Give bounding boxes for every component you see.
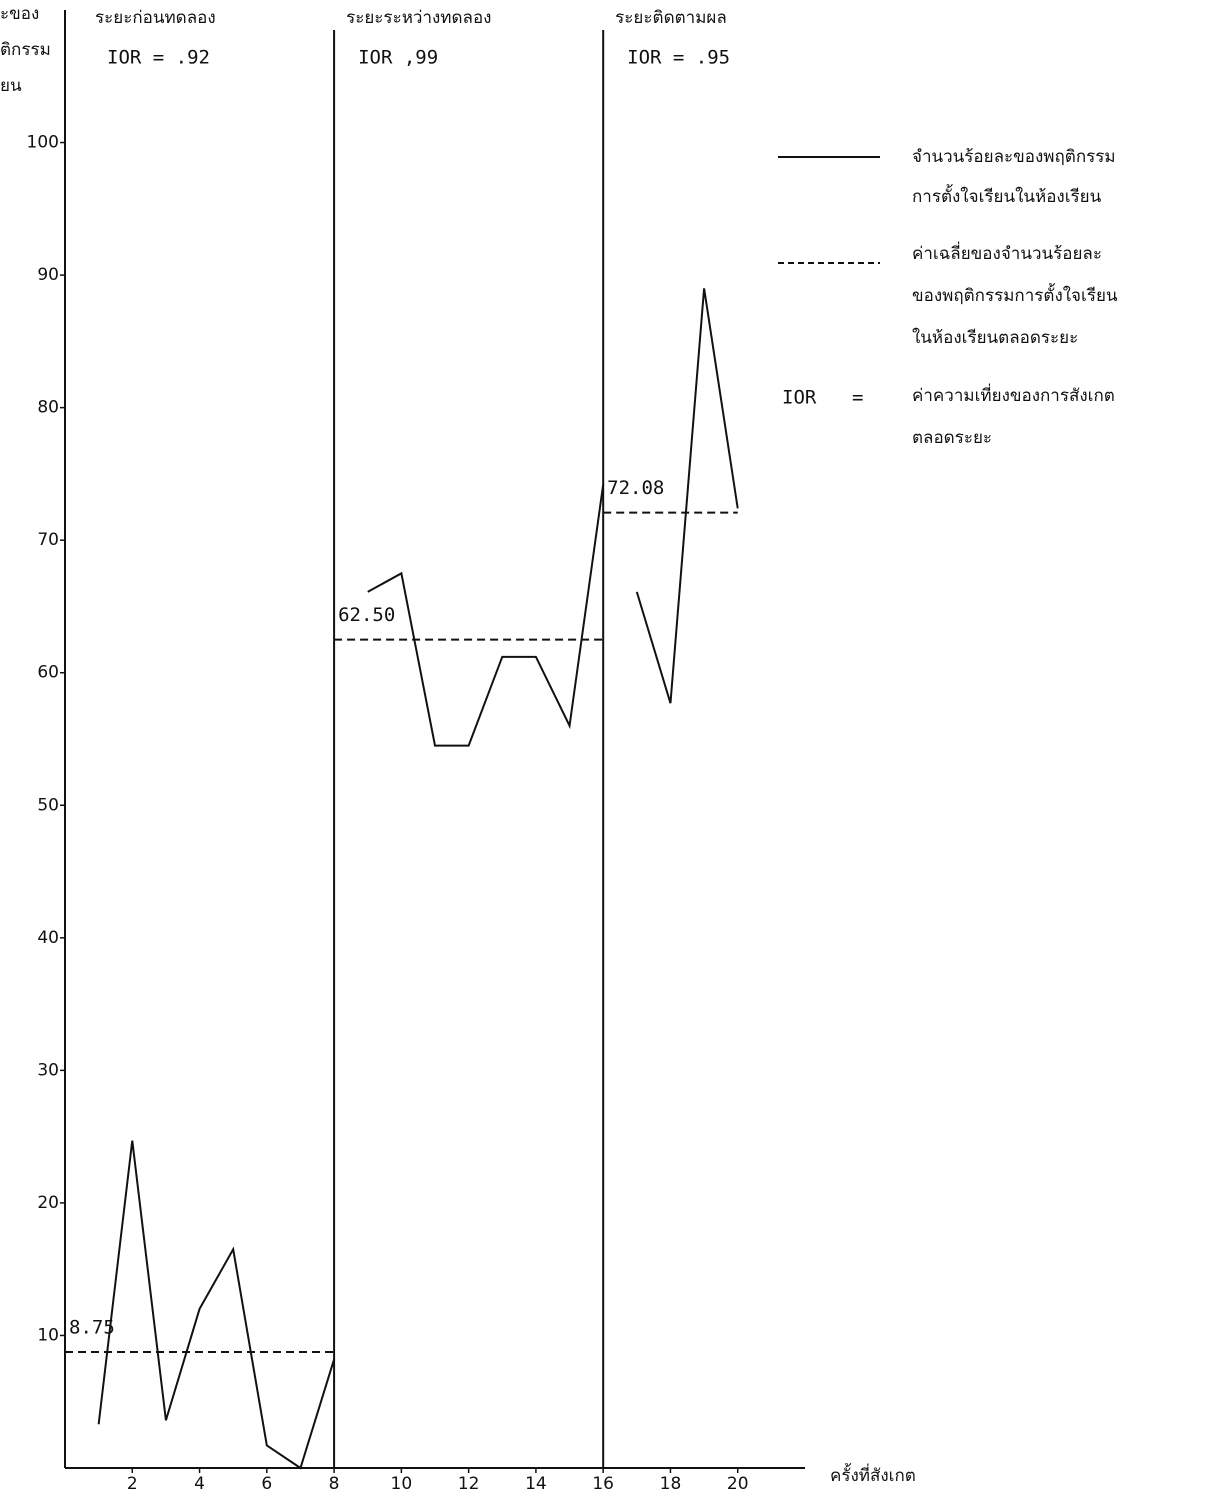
x-tick-label: 16 — [592, 1474, 614, 1494]
y-axis-label: ะของ — [0, 4, 39, 24]
y-axis-label: ยน — [0, 76, 22, 96]
x-tick-label: 10 — [391, 1474, 413, 1494]
y-tick-label: 40 — [37, 928, 59, 948]
legend-text: จำนวนร้อยละของพฤติกรรม — [912, 147, 1116, 167]
x-tick-label: 4 — [194, 1474, 205, 1494]
x-tick-label: 14 — [525, 1474, 547, 1494]
y-tick-label: 80 — [37, 398, 59, 418]
y-tick-label: 100 — [27, 133, 59, 153]
data-line — [367, 484, 605, 747]
legend-text: ค่าเฉลี่ยของจำนวนร้อยละ — [912, 241, 1102, 264]
y-tick-label: 20 — [37, 1193, 59, 1213]
y-tick-label: 10 — [37, 1325, 59, 1345]
x-tick-label: 18 — [660, 1474, 682, 1494]
data-line — [97, 1140, 336, 1470]
legend-ior-eq: = — [852, 387, 863, 409]
x-tick-label: 12 — [458, 1474, 480, 1494]
mean-label: 62.50 — [338, 604, 395, 626]
x-tick-label: 8 — [329, 1474, 340, 1494]
phase-title: ระยะก่อนทดลอง — [95, 8, 216, 28]
data-line — [635, 288, 739, 704]
phase-title: ระยะระหว่างทดลอง — [346, 8, 491, 28]
phase-ior: IOR = .92 — [107, 47, 210, 69]
legend-text: ของพฤติกรรมการตั้งใจเรียน — [912, 283, 1118, 306]
x-tick-label: 2 — [127, 1474, 138, 1494]
y-tick-label: 60 — [37, 663, 59, 683]
y-tick-label: 30 — [37, 1060, 59, 1080]
phase-ior: IOR ,99 — [358, 47, 438, 69]
y-tick-label: 50 — [37, 795, 59, 815]
x-tick-label: 6 — [261, 1474, 272, 1494]
mean-label: 72.08 — [607, 477, 664, 499]
y-axis-label: ติกรรม — [0, 40, 51, 60]
x-axis-label: ครั้งที่สังเกต — [830, 1463, 916, 1486]
mean-label: 8.75 — [69, 1317, 115, 1339]
legend-text: ค่าความเที่ยงของการสังเกต — [912, 383, 1115, 406]
phase-ior: IOR = .95 — [627, 47, 730, 69]
y-tick-label: 70 — [37, 530, 59, 550]
legend-ior-key: IOR — [782, 387, 817, 409]
legend-text: ในห้องเรียนตลอดระยะ — [912, 327, 1078, 348]
phase-title: ระยะติดตามผล — [615, 8, 727, 28]
y-tick-label: 90 — [37, 265, 59, 285]
legend-text: ตลอดระยะ — [912, 428, 992, 448]
x-tick-label: 20 — [727, 1474, 749, 1494]
legend-text: การตั้งใจเรียนในห้องเรียน — [912, 184, 1102, 207]
